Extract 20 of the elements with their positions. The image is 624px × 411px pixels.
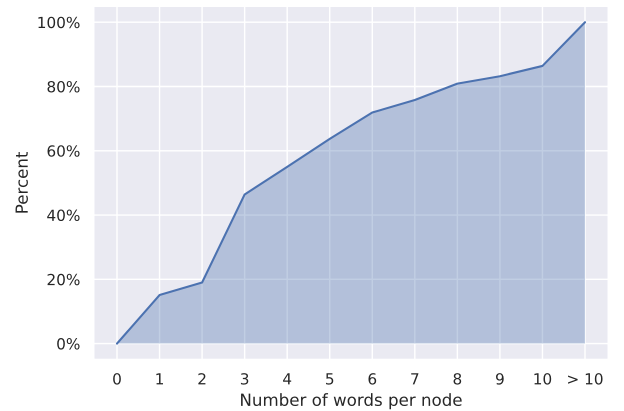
- x-tick-label: 2: [198, 373, 206, 384]
- y-tick-label: 80%: [47, 80, 80, 93]
- x-tick-label: 4: [283, 373, 292, 384]
- y-tick-label: 60%: [48, 145, 80, 157]
- x-tick-label: 5: [326, 373, 334, 385]
- x-tick-label: 3: [240, 373, 248, 385]
- x-tick-label: 0: [113, 373, 121, 385]
- y-tick-label: 100%: [38, 16, 80, 28]
- y-tick-label: 0%: [57, 338, 80, 350]
- y-tick-label: 20%: [48, 274, 80, 286]
- x-tick-label: > 10: [568, 373, 603, 385]
- x-tick-label: 8: [454, 373, 462, 385]
- x-axis-title: Number of words per node: [241, 393, 462, 410]
- y-tick-label: 40%: [47, 209, 80, 222]
- x-tick-label: 1: [156, 373, 163, 384]
- x-tick-label: 10: [534, 373, 552, 385]
- x-tick-label: 9: [496, 373, 504, 385]
- x-tick-label: 6: [368, 373, 376, 385]
- y-axis-title: Percent: [16, 152, 28, 213]
- x-tick-label: 7: [411, 373, 418, 384]
